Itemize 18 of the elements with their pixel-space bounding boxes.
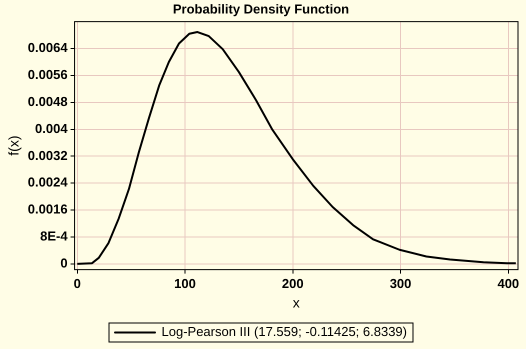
x-tick-label: 400 [497,276,520,291]
y-tick-label: 0 [60,255,68,270]
x-tick-label: 100 [174,276,196,291]
x-tick-label: 200 [282,276,304,291]
y-tick-label: 8E-4 [40,228,68,244]
legend-label: Log-Pearson III (17.559; -0.11425; 6.8339) [162,324,407,340]
y-tick-label: 0.0032 [28,148,68,163]
y-tick-label: 0.0064 [28,40,68,56]
y-tick-label: 0.004 [35,120,68,136]
y-tick-label: 0.0024 [28,174,68,190]
x-axis-title: x [292,294,300,310]
y-tick-label: 0.0048 [28,94,68,109]
y-tick-label: 0.0016 [28,202,68,217]
x-tick-label: 300 [390,276,412,291]
y-axis-title: f(x) [5,135,22,156]
x-tick-label: 0 [74,276,81,291]
y-tick-label: 0.0056 [28,67,68,82]
chart-title: Probability Density Function [172,1,350,16]
